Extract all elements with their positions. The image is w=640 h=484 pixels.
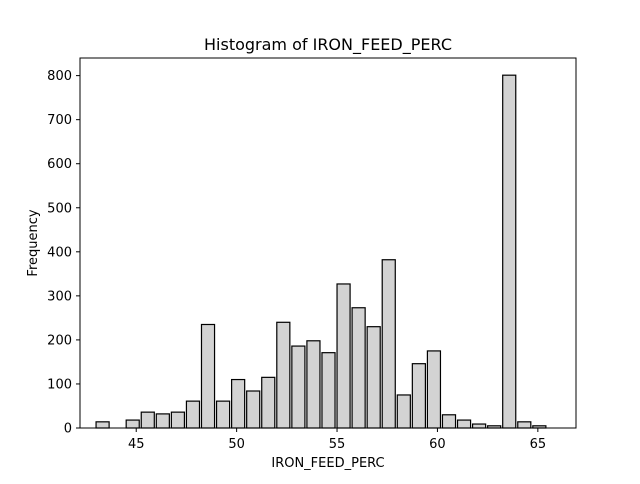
y-tick-label: 400 <box>47 245 72 260</box>
histogram-bar-28 <box>517 421 532 429</box>
bars-layer <box>95 74 547 429</box>
histogram-bar-13 <box>291 345 306 429</box>
histogram-bar-14 <box>306 340 321 429</box>
x-tick-label: 65 <box>530 437 547 452</box>
histogram-bar-19 <box>381 259 396 429</box>
chart-title: Histogram of IRON_FEED_PERC <box>204 35 452 55</box>
y-axis-label: Frequency <box>26 209 41 276</box>
histogram-bar-9 <box>231 378 246 429</box>
histogram-bar-1 <box>95 421 110 429</box>
y-tick-label: 300 <box>47 289 72 304</box>
y-tick-label: 100 <box>47 377 72 392</box>
y-tick-label: 700 <box>47 113 72 128</box>
histogram-bar-4 <box>155 413 170 429</box>
histogram-bar-20 <box>396 394 411 429</box>
histogram-bar-5 <box>170 411 186 429</box>
histogram-bar-24 <box>456 419 472 429</box>
plot-frame <box>79 57 577 429</box>
x-tick-label: 45 <box>128 437 145 452</box>
y-tick-label: 800 <box>47 69 72 84</box>
x-tick-label: 50 <box>228 437 245 452</box>
histogram-bar-11 <box>261 376 276 429</box>
histogram-bar-2 <box>125 419 140 429</box>
histogram-bar-6 <box>185 400 201 429</box>
histogram-bar-15 <box>321 352 336 429</box>
x-tick-label: 60 <box>429 437 446 452</box>
histogram-bar-3 <box>140 411 155 429</box>
histogram-bar-10 <box>246 390 261 429</box>
histogram-bar-12 <box>276 321 291 429</box>
x-axis-label: IRON_FEED_PERC <box>271 456 384 471</box>
histogram-bar-16 <box>336 283 351 429</box>
histogram-bar-27 <box>502 74 517 429</box>
histogram-bar-25 <box>471 423 487 429</box>
histogram-bar-8 <box>215 400 231 429</box>
histogram-bar-21 <box>411 363 426 429</box>
histogram-bar-17 <box>351 307 366 429</box>
y-tick-label: 500 <box>47 201 72 216</box>
y-tick-label: 200 <box>47 333 72 348</box>
histogram-bar-22 <box>426 350 442 429</box>
histogram-bar-23 <box>441 414 457 429</box>
x-tick-label: 55 <box>329 437 346 452</box>
y-tick-label: 600 <box>47 157 72 172</box>
y-tick-label: 0 <box>64 422 72 437</box>
histogram-bar-18 <box>366 326 381 429</box>
ticks-layer: 45 50 55 60 65 0 100 200 300 400 500 600 700 800 <box>47 69 546 452</box>
histogram-bar-7 <box>200 323 216 429</box>
